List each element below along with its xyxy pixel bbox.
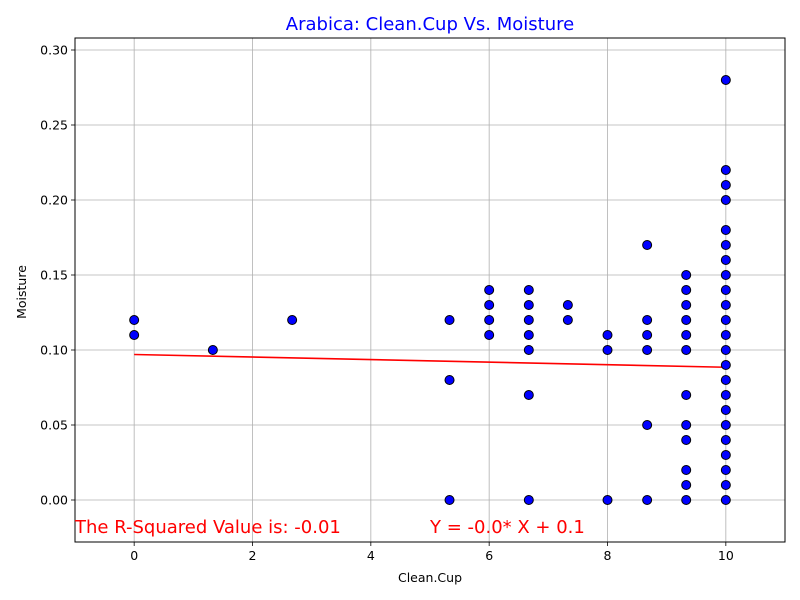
data-points xyxy=(129,75,731,505)
data-point xyxy=(720,465,731,475)
data-point xyxy=(523,315,534,325)
data-point xyxy=(720,495,731,505)
data-point xyxy=(207,345,218,355)
data-point xyxy=(523,495,534,505)
data-point xyxy=(444,375,455,385)
data-point xyxy=(602,495,613,505)
data-point xyxy=(287,315,298,325)
data-point xyxy=(681,330,692,340)
data-point xyxy=(720,480,731,490)
data-point xyxy=(523,390,534,400)
data-point xyxy=(720,285,731,295)
x-tick-label: 6 xyxy=(485,548,493,563)
data-point xyxy=(720,390,731,400)
y-tick-label: 0.05 xyxy=(40,418,68,433)
x-tick-label: 8 xyxy=(604,548,612,563)
data-point xyxy=(720,240,731,250)
y-tick-label: 0.00 xyxy=(40,493,68,508)
data-point xyxy=(484,300,495,310)
data-point xyxy=(720,450,731,460)
data-point xyxy=(642,240,653,250)
grid xyxy=(75,38,785,542)
data-point xyxy=(720,300,731,310)
data-point xyxy=(720,360,731,370)
data-point xyxy=(720,225,731,235)
data-point xyxy=(720,375,731,385)
data-point xyxy=(523,345,534,355)
data-point xyxy=(642,420,653,430)
data-point xyxy=(602,330,613,340)
x-tick-label: 4 xyxy=(367,548,375,563)
data-point xyxy=(681,420,692,430)
y-tick-label: 0.30 xyxy=(40,43,68,58)
y-tick-label: 0.10 xyxy=(40,343,68,358)
data-point xyxy=(681,300,692,310)
r-squared-annotation: The R-Squared Value is: -0.01 xyxy=(74,517,341,538)
data-point xyxy=(484,285,495,295)
data-point xyxy=(720,330,731,340)
y-axis-label: Moisture xyxy=(14,265,29,319)
data-point xyxy=(523,285,534,295)
y-tick-label: 0.25 xyxy=(40,118,68,133)
regression-equation-annotation: Y = -0.0* X + 0.1 xyxy=(429,517,585,538)
data-point xyxy=(642,495,653,505)
x-tick-label: 10 xyxy=(718,548,734,563)
data-point xyxy=(681,315,692,325)
y-tick-label: 0.20 xyxy=(40,193,68,208)
data-point xyxy=(523,330,534,340)
data-point xyxy=(681,435,692,445)
data-point xyxy=(484,330,495,340)
x-tick-label: 0 xyxy=(130,548,138,563)
data-point xyxy=(602,345,613,355)
data-point xyxy=(642,345,653,355)
data-point xyxy=(720,405,731,415)
data-point xyxy=(681,480,692,490)
data-point xyxy=(681,285,692,295)
data-point xyxy=(720,75,731,85)
data-point xyxy=(720,315,731,325)
data-point xyxy=(484,315,495,325)
data-point xyxy=(720,180,731,190)
data-point xyxy=(129,330,140,340)
x-tick-label: 2 xyxy=(249,548,257,563)
plot-area xyxy=(74,37,786,543)
data-point xyxy=(444,315,455,325)
data-point xyxy=(642,315,653,325)
data-point xyxy=(523,300,534,310)
data-point xyxy=(444,495,455,505)
data-point xyxy=(562,315,573,325)
data-point xyxy=(720,255,731,265)
data-point xyxy=(681,390,692,400)
data-point xyxy=(681,345,692,355)
regression-line xyxy=(134,353,726,369)
x-axis-label: Clean.Cup xyxy=(398,570,462,585)
axis-ticks: 0 2 4 6 8 10 0.00 0.05 0.10 0.15 0.20 0.25 0.30 xyxy=(40,43,734,564)
chart-title: Arabica: Clean.Cup Vs. Moisture xyxy=(286,14,574,35)
data-point xyxy=(720,195,731,205)
data-point xyxy=(642,330,653,340)
data-point xyxy=(681,495,692,505)
data-point xyxy=(720,420,731,430)
data-point xyxy=(681,465,692,475)
data-point xyxy=(720,345,731,355)
data-point xyxy=(681,270,692,280)
data-point xyxy=(720,435,731,445)
data-point xyxy=(562,300,573,310)
data-point xyxy=(720,270,731,280)
y-tick-label: 0.15 xyxy=(40,268,68,283)
data-point xyxy=(720,165,731,175)
data-point xyxy=(129,315,140,325)
